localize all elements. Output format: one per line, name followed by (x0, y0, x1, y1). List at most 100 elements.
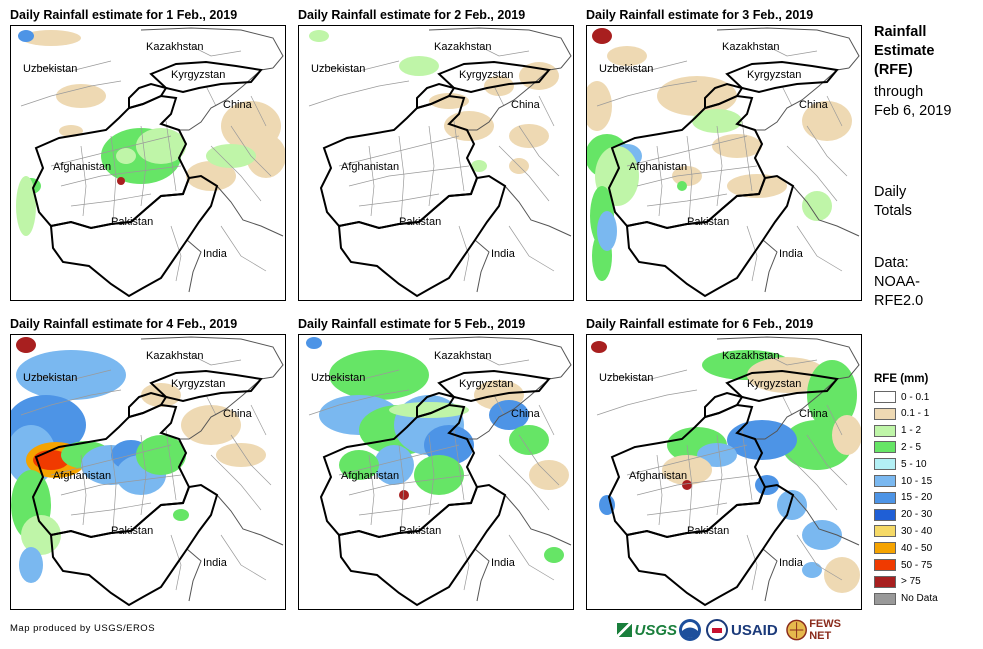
country-border (428, 336, 572, 378)
rainfall-area (136, 435, 186, 475)
rainfall-map-feb-4: Kazakhstan Uzbekistan Kyrgyzstan China Afgha… (10, 334, 286, 610)
admin-boundary (20, 80, 122, 107)
rainfall-area (657, 76, 737, 116)
rainfall-area (116, 148, 136, 164)
admin-boundary (220, 225, 267, 272)
admin-boundary (646, 502, 728, 516)
focus-country-border (149, 60, 263, 94)
country-border (186, 548, 202, 602)
admin-boundary (453, 120, 465, 192)
map-canvas (16, 27, 285, 298)
legend-swatch (874, 559, 896, 571)
usaid-logo-text: USAID (731, 621, 778, 639)
admin-boundary (796, 225, 843, 272)
admin-boundary (458, 534, 470, 591)
admin-boundary (453, 429, 465, 501)
rainfall-area (444, 111, 494, 141)
country-label-uzbekistan: Uzbekistan (311, 372, 366, 384)
panel-title-1: Daily Rainfall estimate for 1 Feb., 2019 (10, 8, 238, 22)
admin-boundary (766, 45, 818, 57)
rainfall-area (216, 443, 266, 467)
heading-line-1: Rainfall (874, 24, 927, 40)
focus-country-border (625, 174, 795, 298)
admin-boundary (205, 85, 217, 107)
focus-country-border (149, 369, 263, 403)
admin-boundary (626, 444, 748, 476)
country-border (716, 27, 860, 69)
rainfall-area (19, 547, 43, 583)
admin-boundary (498, 454, 550, 511)
sidebar-daily-totals: Daily Totals (874, 183, 912, 221)
legend-item: 2 - 5 (874, 440, 921, 454)
admin-boundary (165, 429, 177, 501)
rainfall-area (489, 400, 529, 430)
admin-boundary (190, 45, 242, 57)
legend-label: No Data (901, 593, 938, 605)
legend-label: 5 - 10 (901, 458, 927, 470)
country-label-kazakhstan: Kazakhstan (434, 350, 492, 362)
country-border (216, 185, 284, 237)
admin-boundary (210, 145, 262, 202)
focus-country-border (704, 82, 744, 110)
usgs-wave-icon (617, 623, 633, 637)
map-canvas (11, 336, 284, 607)
admin-boundary (205, 394, 217, 416)
admin-boundary (428, 434, 435, 516)
rainfall-area (712, 134, 762, 158)
country-label-kazakhstan: Kazakhstan (722, 350, 780, 362)
rainfall-area (16, 350, 126, 400)
country-label-india: India (203, 248, 227, 260)
admin-boundary (796, 534, 843, 581)
admin-boundary (318, 60, 400, 72)
admin-boundary (656, 454, 663, 526)
legend-swatch (874, 491, 896, 504)
rainfall-area (544, 547, 564, 563)
admin-boundary (250, 95, 267, 127)
focus-country-border (725, 369, 839, 403)
focus-country-border (416, 82, 456, 110)
country-border (792, 494, 860, 546)
country-label-china: China (511, 99, 540, 111)
rainfall-area (246, 134, 285, 178)
through-line-1: through (874, 84, 924, 100)
through-line-2: Feb 6, 2019 (874, 103, 952, 119)
rainfall-area (399, 490, 409, 500)
admin-boundary (646, 193, 728, 207)
rainfall-area (181, 405, 241, 445)
admin-boundary (508, 225, 555, 272)
admin-boundary (358, 502, 440, 516)
rainfall-area (16, 176, 36, 236)
legend-swatch (874, 575, 896, 588)
admin-boundary (190, 354, 242, 366)
rainfall-area (509, 425, 549, 455)
admin-boundary (716, 434, 723, 516)
admin-boundary (30, 369, 112, 381)
country-label-kazakhstan: Kazakhstan (146, 350, 204, 362)
admin-boundary (786, 145, 838, 202)
rainfall-area (374, 445, 414, 485)
rainfall-area (399, 56, 439, 76)
admin-boundary (80, 145, 87, 217)
legend-item: 10 - 15 (874, 474, 932, 488)
admin-boundary (80, 454, 87, 526)
admin-boundary (348, 165, 470, 187)
country-label-afghanistan: Afghanistan (629, 470, 688, 482)
admin-boundary (478, 354, 530, 366)
admin-boundary (518, 434, 560, 486)
legend-item: 5 - 10 (874, 457, 927, 471)
legend-item: No Data (874, 592, 938, 606)
country-border (140, 336, 284, 378)
focus-country-border (337, 174, 507, 298)
admin-boundary (60, 474, 182, 496)
legend-label: 0 - 0.1 (901, 391, 930, 403)
legend-swatch (874, 508, 896, 521)
country-border (216, 494, 284, 546)
heading-line-3: (RFE) (874, 62, 913, 78)
admin-boundary (741, 429, 753, 501)
legend-item: 0 - 0.1 (874, 390, 929, 404)
country-label-china: China (223, 408, 252, 420)
admin-boundary (140, 125, 147, 207)
admin-boundary (606, 369, 688, 381)
focus-country-border (49, 174, 219, 298)
admin-boundary (781, 394, 793, 416)
